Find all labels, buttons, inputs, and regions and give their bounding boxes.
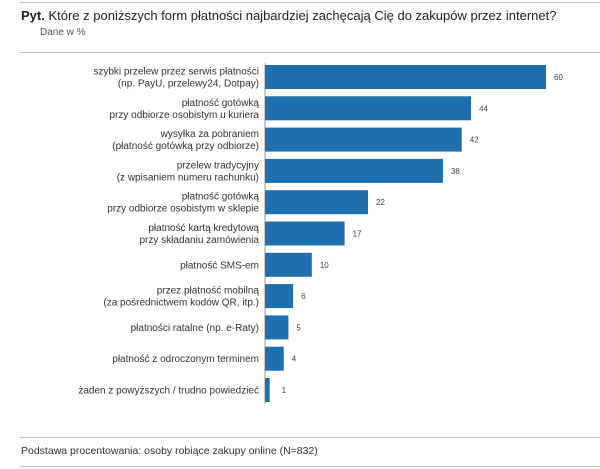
bar	[265, 252, 312, 277]
question-prefix: Pyt.	[21, 8, 45, 23]
data-label: 10	[320, 261, 329, 270]
top-divider	[20, 2, 600, 3]
bar	[265, 378, 270, 402]
category-label: płatność SMS-em	[180, 260, 259, 271]
category-label: (z wpisaniem numeru rachunku)	[117, 172, 259, 183]
bar	[265, 284, 294, 309]
bar	[265, 158, 443, 183]
bar	[265, 346, 284, 371]
data-label: 4	[292, 355, 297, 364]
category-label: żaden z powyższych / trudno powiedzieć	[78, 386, 259, 397]
category-label: (płatność gotówką przy odbiorze)	[112, 141, 259, 152]
category-label: przelew tradycyjny	[177, 160, 259, 171]
category-label: wysyłka za pobraniem	[160, 129, 259, 140]
question-text: Które z poniższych form płatności najbar…	[48, 8, 557, 23]
category-label: szybki przelew przez serwis płatności	[93, 67, 259, 78]
category-label: przy odbiorze osobistym u kuriera	[109, 110, 259, 121]
data-label: 1	[282, 386, 287, 395]
data-label: 6	[301, 292, 306, 301]
data-label: 22	[376, 198, 385, 207]
data-label: 60	[554, 73, 563, 82]
data-label: 17	[353, 230, 362, 239]
data-label: 44	[479, 104, 488, 113]
footnote: Podstawa procentowania: osoby robiące za…	[21, 445, 318, 457]
bar	[265, 190, 369, 215]
bar	[265, 96, 472, 121]
footer-top-divider	[20, 437, 600, 438]
category-label: przy odbiorze osobistym w sklepie	[107, 204, 259, 215]
category-label: płatność gotówką	[182, 98, 260, 109]
header-divider	[20, 52, 600, 53]
category-label: płatność z odroczonym terminem	[112, 354, 259, 365]
bar	[265, 221, 345, 246]
data-label: 5	[296, 323, 301, 332]
chart-title: Pyt. Które z poniższych form płatności n…	[21, 8, 556, 23]
category-label: płatność kartą kredytową	[148, 223, 259, 234]
data-label: 38	[451, 167, 460, 176]
data-label: 42	[470, 136, 479, 145]
category-label: (za pośrednictwem kodów QR, itp.)	[103, 298, 259, 309]
bar	[265, 65, 546, 89]
category-label: przy składaniu zamówienia	[139, 235, 259, 246]
chart-subtitle: Dane w %	[40, 27, 86, 38]
category-label: przez płatność mobilną	[157, 286, 260, 297]
category-label: płatności ratalne (np. e-Raty)	[131, 323, 259, 334]
bar	[265, 127, 462, 152]
bar	[265, 315, 289, 340]
category-label: (np. PayU, przelewy24, Dotpay)	[118, 79, 259, 90]
footer-bottom-divider	[20, 466, 600, 467]
category-label: płatność gotówką	[182, 192, 260, 203]
